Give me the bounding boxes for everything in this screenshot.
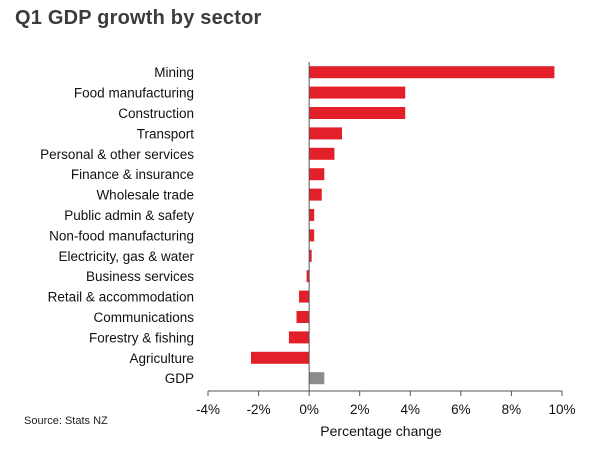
category-label-retail-accommodation: Retail & accommodation xyxy=(48,290,194,305)
category-label-food-manufacturing: Food manufacturing xyxy=(74,86,194,101)
bar-electricity-gas-water xyxy=(309,249,312,262)
category-labels: Mining Food manufacturing Construction Tran… xyxy=(40,65,194,386)
category-label-mining: Mining xyxy=(154,65,194,80)
x-axis-label: Percentage change xyxy=(320,423,442,439)
category-label-construction: Construction xyxy=(118,106,194,121)
chart-title: Q1 GDP growth by sector xyxy=(15,7,262,29)
bar-agriculture xyxy=(250,351,310,364)
category-label-personal-other-services: Personal & other services xyxy=(40,147,194,162)
category-label-forestry-fishing: Forestry & fishing xyxy=(89,330,194,345)
bar-communications xyxy=(296,311,310,323)
category-label-electricity-gas-water: Electricity, gas & water xyxy=(58,249,194,264)
bar-gdp xyxy=(309,372,325,385)
x-tick-label: 2% xyxy=(350,402,370,417)
category-label-agriculture: Agriculture xyxy=(129,351,194,366)
category-label-business-services: Business services xyxy=(86,269,194,284)
category-label-communications: Communications xyxy=(93,310,194,325)
bar-non-food-manufacturing xyxy=(309,229,315,242)
bar-food-manufacturing xyxy=(309,86,406,99)
x-tick-label: 0% xyxy=(299,402,319,417)
x-tick-label: 4% xyxy=(401,402,421,417)
bar-business-services xyxy=(306,270,310,283)
x-axis: -4% -2% 0% 2% 4% 6% 8% 10% xyxy=(196,62,576,417)
bar-retail-accommodation xyxy=(299,290,310,303)
bar-wholesale-trade xyxy=(309,188,322,201)
x-tick-label: -2% xyxy=(247,402,271,417)
bar-public-admin-safety xyxy=(309,209,315,221)
bar-finance-insurance xyxy=(309,168,325,181)
bar-personal-other-services xyxy=(309,147,335,160)
bar-construction xyxy=(309,107,406,119)
x-tick-label: 6% xyxy=(451,402,471,417)
source-note: Source: Stats NZ xyxy=(24,415,108,427)
category-label-gdp: GDP xyxy=(165,371,194,386)
category-label-finance-insurance: Finance & insurance xyxy=(71,167,194,182)
category-label-wholesale-trade: Wholesale trade xyxy=(96,188,194,203)
x-tick-label: -4% xyxy=(196,402,220,417)
bars xyxy=(250,66,555,385)
bar-forestry-fishing xyxy=(288,331,310,344)
bar-transport xyxy=(309,127,343,140)
x-tick-label: 10% xyxy=(548,402,575,417)
bar-mining xyxy=(309,66,555,79)
category-label-transport: Transport xyxy=(137,126,195,141)
category-label-non-food-manufacturing: Non-food manufacturing xyxy=(49,228,194,243)
x-tick-label: 8% xyxy=(502,402,522,417)
category-label-public-admin-safety: Public admin & safety xyxy=(64,208,194,223)
